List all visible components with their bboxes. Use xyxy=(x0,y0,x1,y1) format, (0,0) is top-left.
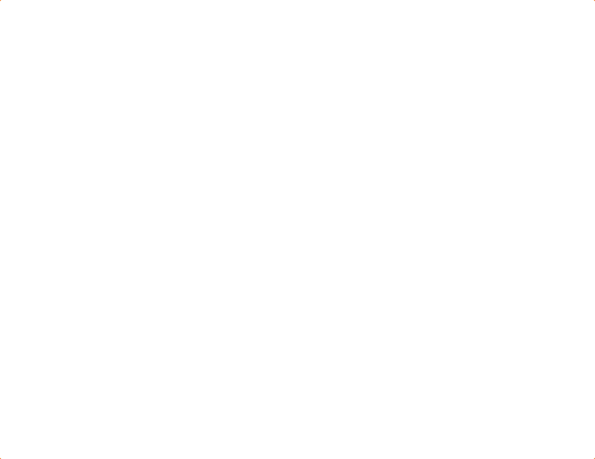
Bar xyxy=(5,422,590,433)
Bar xyxy=(5,262,590,273)
Bar xyxy=(5,220,590,223)
Text: 放流: 放流 xyxy=(180,224,190,233)
Bar xyxy=(5,252,590,263)
Text: 酸　素: 酸 素 xyxy=(390,432,408,442)
Text: 電: 電 xyxy=(396,332,402,342)
Bar xyxy=(355,175,425,193)
Text: 水素製造システムフロー: 水素製造システムフロー xyxy=(261,252,330,262)
Bar xyxy=(5,392,590,403)
Bar xyxy=(5,432,590,443)
Text: 水　素: 水 素 xyxy=(211,436,233,448)
Text: 放流: 放流 xyxy=(312,224,323,233)
Text: 水処理施設: 水処理施設 xyxy=(145,135,178,145)
FancyBboxPatch shape xyxy=(241,151,299,195)
Bar xyxy=(5,272,590,283)
Polygon shape xyxy=(448,80,476,160)
Bar xyxy=(5,282,590,293)
Text: 酸素: 酸素 xyxy=(307,123,319,133)
Bar xyxy=(5,362,590,373)
Polygon shape xyxy=(215,220,241,235)
Text: 海水: 海水 xyxy=(212,223,224,233)
Bar xyxy=(5,222,590,233)
Polygon shape xyxy=(536,75,561,160)
Text: 水素: 水素 xyxy=(322,157,334,167)
Polygon shape xyxy=(526,63,561,75)
Polygon shape xyxy=(207,55,225,110)
Polygon shape xyxy=(470,46,507,60)
Text: 液: 液 xyxy=(218,358,224,368)
Polygon shape xyxy=(85,70,225,110)
Polygon shape xyxy=(430,220,490,228)
Polygon shape xyxy=(85,43,200,55)
Bar xyxy=(5,312,590,323)
FancyBboxPatch shape xyxy=(144,234,482,447)
Text: 【下水処理場】: 【下水処理場】 xyxy=(237,40,283,50)
Text: 水素製造: 水素製造 xyxy=(259,163,281,173)
Text: 下水: 下水 xyxy=(101,58,113,68)
FancyBboxPatch shape xyxy=(380,297,418,408)
Bar xyxy=(163,298,448,426)
Text: 電力: 電力 xyxy=(378,375,389,384)
Bar xyxy=(5,342,590,353)
Polygon shape xyxy=(286,136,300,200)
Bar xyxy=(5,372,590,383)
Ellipse shape xyxy=(279,131,311,139)
Polygon shape xyxy=(215,225,241,238)
Text: 液: 液 xyxy=(396,358,402,368)
Bar xyxy=(415,305,428,400)
Polygon shape xyxy=(100,55,200,73)
Polygon shape xyxy=(15,50,415,210)
Polygon shape xyxy=(185,43,200,73)
Polygon shape xyxy=(520,88,530,155)
Polygon shape xyxy=(464,66,476,160)
Bar xyxy=(472,170,517,186)
Text: 極: 極 xyxy=(180,346,186,355)
Bar xyxy=(192,305,205,400)
Text: 極: 極 xyxy=(396,345,402,355)
Polygon shape xyxy=(45,92,260,110)
Ellipse shape xyxy=(311,129,335,135)
Polygon shape xyxy=(240,92,260,165)
Bar xyxy=(5,352,590,363)
Bar xyxy=(362,168,417,176)
FancyBboxPatch shape xyxy=(181,429,263,455)
Bar xyxy=(5,232,590,243)
Polygon shape xyxy=(500,88,530,100)
Polygon shape xyxy=(257,220,283,235)
Polygon shape xyxy=(226,136,300,148)
Bar xyxy=(5,5,590,222)
FancyBboxPatch shape xyxy=(429,297,491,323)
Text: 極: 極 xyxy=(434,346,440,355)
Polygon shape xyxy=(257,225,283,238)
Bar xyxy=(5,242,590,253)
Bar xyxy=(5,302,590,313)
FancyBboxPatch shape xyxy=(244,301,376,403)
Polygon shape xyxy=(495,46,507,155)
Text: 濃度差エネルギー: 濃度差エネルギー xyxy=(283,335,337,345)
Bar xyxy=(376,168,384,193)
FancyBboxPatch shape xyxy=(207,242,383,272)
Text: 電: 電 xyxy=(218,332,224,342)
Bar xyxy=(5,292,590,303)
Text: 電力: 電力 xyxy=(231,375,242,384)
FancyBboxPatch shape xyxy=(202,297,240,408)
Bar xyxy=(5,222,590,454)
Text: 電: 電 xyxy=(180,333,186,342)
Polygon shape xyxy=(436,66,476,80)
Polygon shape xyxy=(240,148,300,200)
Text: 水素ステーション: 水素ステーション xyxy=(370,198,410,207)
Text: システム: システム xyxy=(259,178,281,186)
Text: 処理水: 処理水 xyxy=(146,143,164,153)
Bar xyxy=(5,442,590,453)
Bar xyxy=(5,412,590,423)
Polygon shape xyxy=(510,100,530,155)
Polygon shape xyxy=(551,63,561,160)
Polygon shape xyxy=(67,55,225,70)
Ellipse shape xyxy=(279,91,311,99)
Bar xyxy=(279,95,311,135)
Text: 下水処理水: 下水処理水 xyxy=(265,270,295,280)
Polygon shape xyxy=(65,110,260,165)
Bar xyxy=(5,332,590,343)
Text: 変換ユニット: 変換ユニット xyxy=(290,353,330,363)
